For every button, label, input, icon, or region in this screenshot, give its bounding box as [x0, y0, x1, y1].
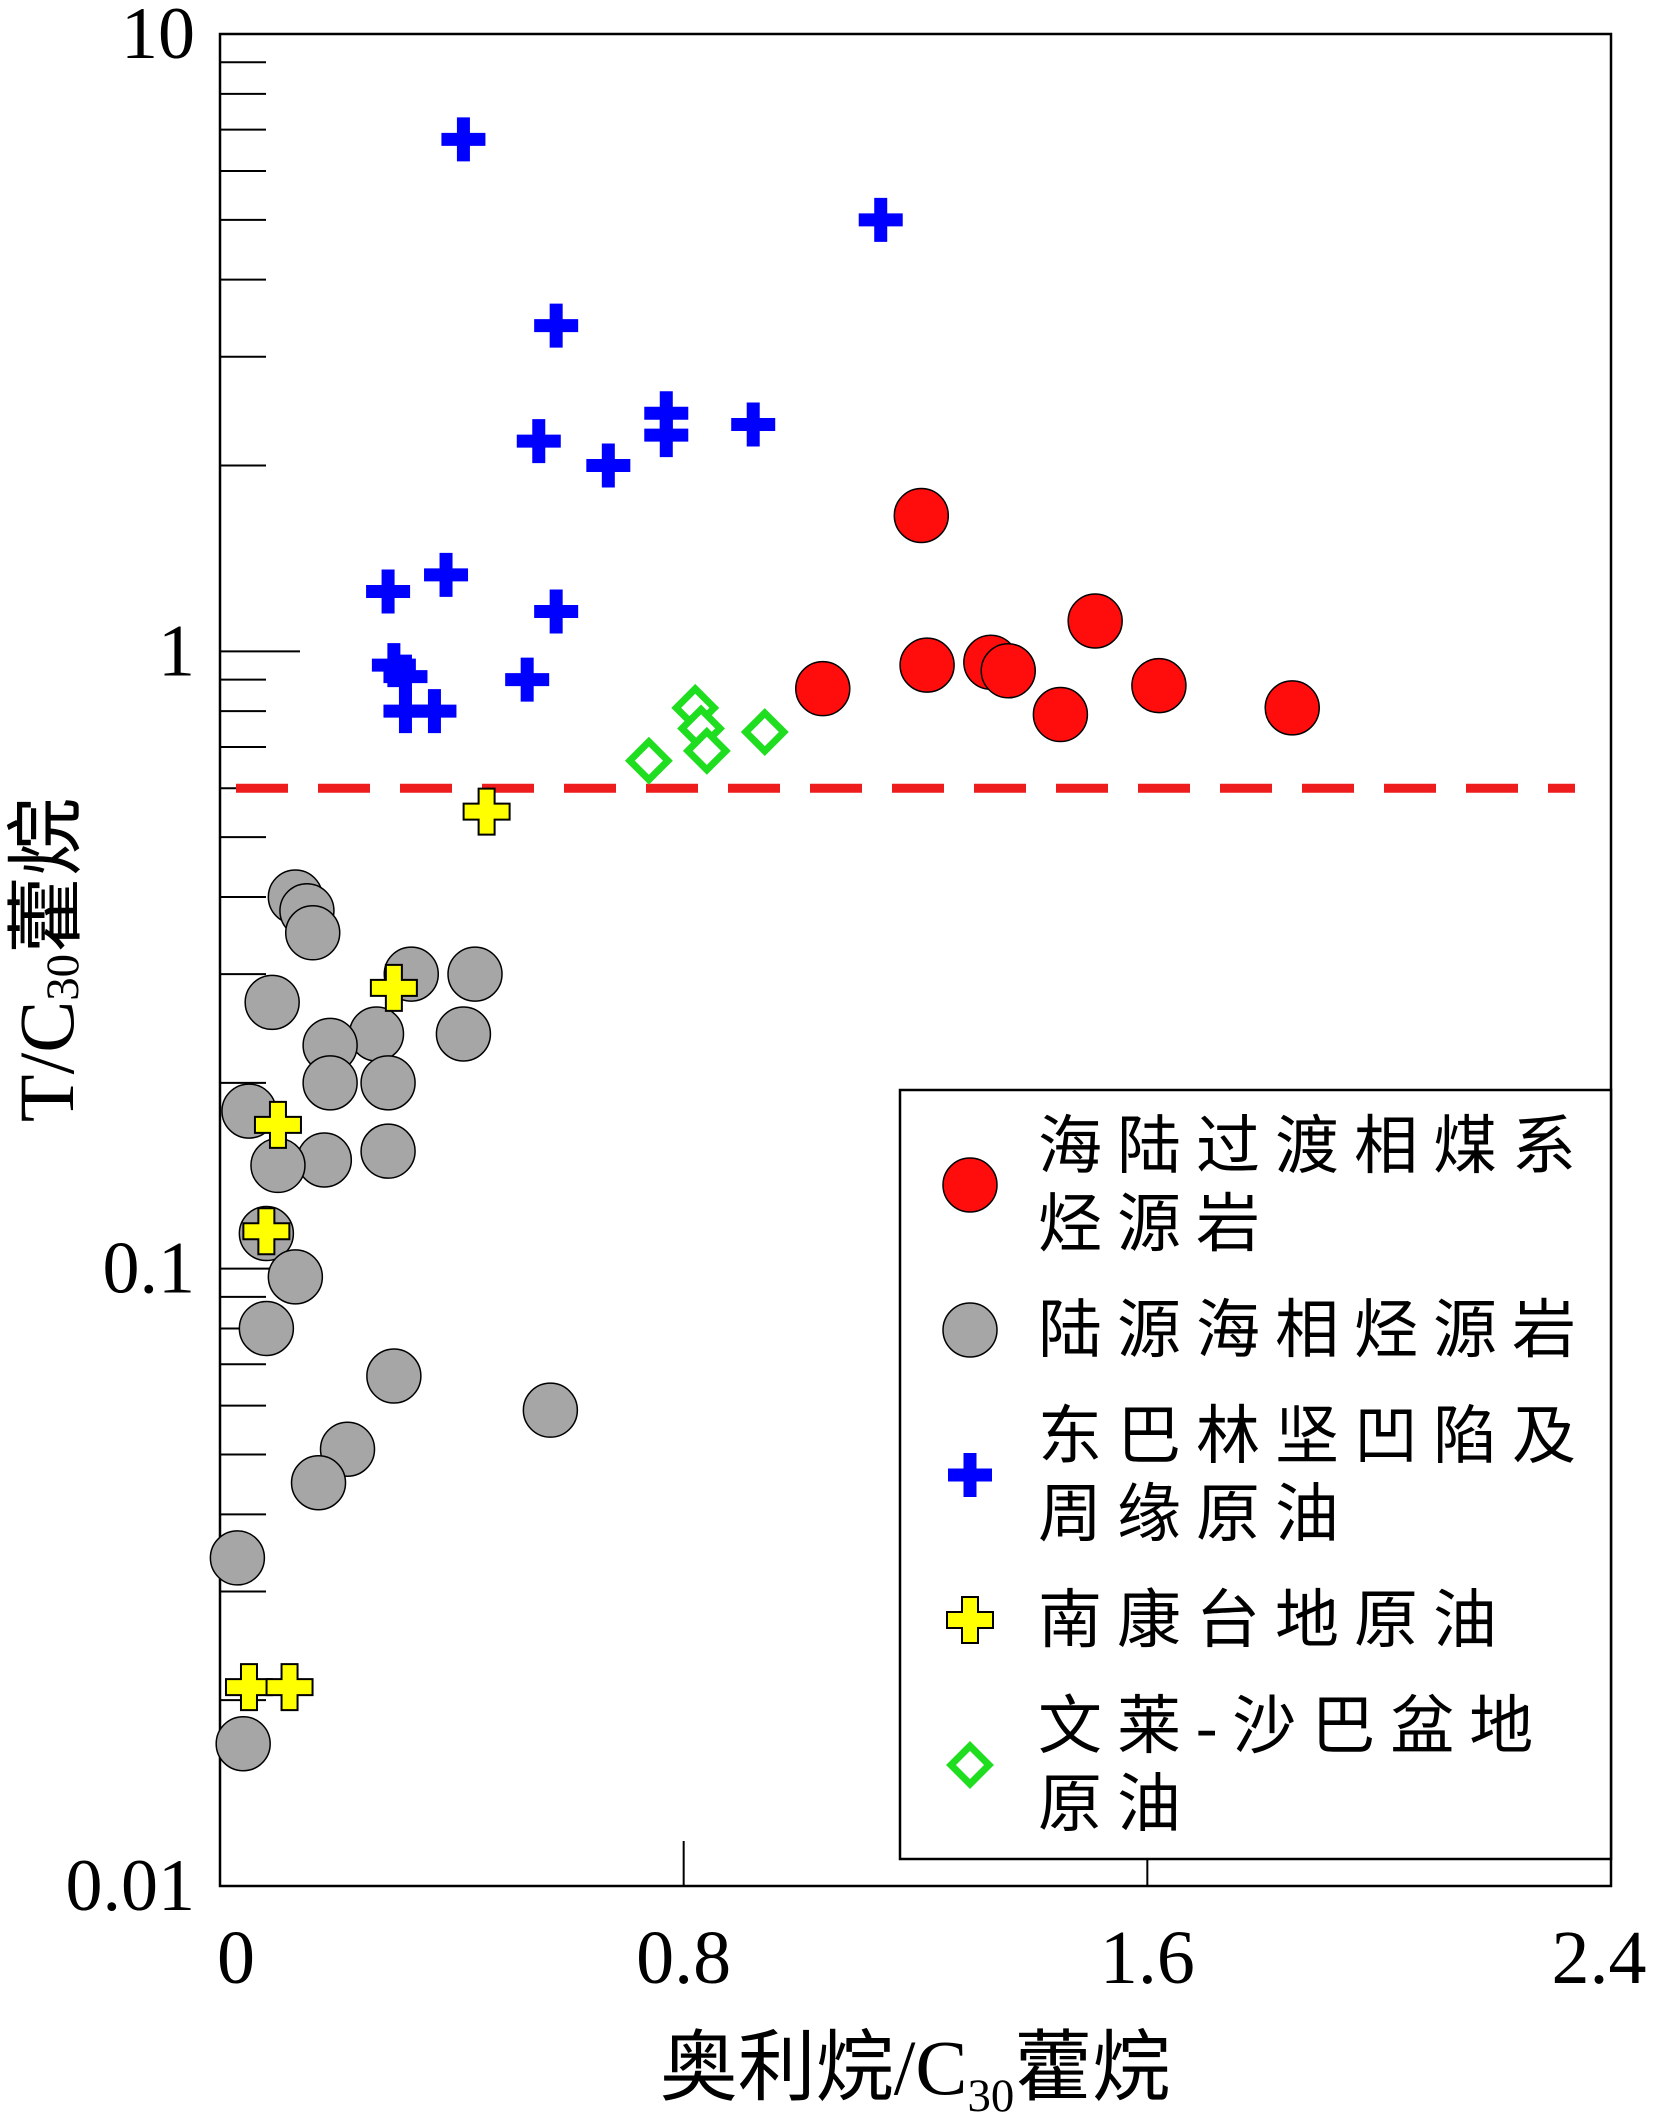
- series-2-point: [441, 117, 486, 162]
- x-tick-label: 1.6: [1100, 1916, 1195, 2000]
- legend-label: 海陆过渡相煤系烃源岩: [1038, 1111, 1591, 1260]
- series-4-point: [740, 708, 789, 757]
- y-tick-label: 0.01: [66, 1845, 196, 1927]
- series-1-point: [302, 1055, 358, 1111]
- series-2-point: [366, 569, 411, 614]
- legend-label: 文莱-沙巴盆地原油: [1038, 1691, 1548, 1840]
- series-0-point: [1131, 657, 1187, 714]
- y-tick-label: 10: [121, 0, 195, 75]
- series-1-point: [360, 1055, 416, 1111]
- x-tick-label: 0.8: [636, 1916, 731, 2000]
- legend-marker-series-0: [942, 1157, 998, 1213]
- x-tick-label: 2.4: [1552, 1916, 1647, 2000]
- series-1-point: [435, 1006, 492, 1062]
- y-tick-label: 1: [158, 610, 195, 692]
- series-1-point: [267, 1249, 324, 1305]
- legend-marker-series-4: [946, 1741, 994, 1789]
- series-0-point: [899, 637, 955, 693]
- series-1-point: [215, 1715, 271, 1772]
- series-1-point: [209, 1530, 266, 1586]
- series-0-point: [1032, 686, 1089, 743]
- legend-marker-series-2: [948, 1453, 992, 1497]
- legend-marker-series-3: [946, 1596, 994, 1644]
- series-2-point: [731, 402, 776, 447]
- legend-marker-series-1: [942, 1302, 998, 1358]
- series-0-point: [795, 660, 851, 717]
- series-1-point: [296, 1132, 353, 1188]
- data-points: [209, 117, 1575, 1772]
- series-3-point: [224, 1663, 273, 1712]
- series-3-point: [369, 963, 418, 1012]
- series-1-point: [284, 905, 341, 961]
- series-3-point: [253, 1100, 302, 1149]
- series-0-point: [980, 643, 1036, 699]
- axis-ticks: 0.01 0.1 1 10 0 0.8 1.6 2.4: [66, 0, 1647, 2000]
- series-2-point: [534, 589, 579, 634]
- x-axis-label: 奥利烷/C30藿烷: [660, 2024, 1171, 2120]
- series-1-point: [244, 974, 300, 1031]
- y-tick-label: 0.1: [103, 1228, 196, 1310]
- series-2-point: [534, 303, 579, 348]
- series-2-point: [383, 654, 428, 699]
- series-1-point: [348, 1006, 405, 1062]
- series-2-point: [586, 443, 631, 488]
- series-2-point: [383, 689, 428, 734]
- series-1-point: [366, 1348, 422, 1404]
- series-4-point: [682, 726, 731, 775]
- series-2-point: [371, 643, 416, 688]
- legend-box: [898, 1088, 1613, 1861]
- legend: 海陆过渡相煤系烃源岩陆源海相烃源岩东巴林坚凹陷及周缘原油南康台地原油文莱-沙巴盆…: [898, 1088, 1613, 1861]
- series-3-point: [242, 1207, 291, 1256]
- series-0-point: [1264, 680, 1320, 736]
- series-1-point: [447, 946, 503, 1002]
- legend-label: 东巴林坚凹陷及周缘原油: [1038, 1401, 1591, 1550]
- series-1-point: [522, 1382, 579, 1438]
- series-3-point: [462, 787, 511, 836]
- series-2-point: [505, 657, 550, 702]
- series-2-point: [412, 689, 457, 734]
- series-4-point: [624, 736, 673, 785]
- series-0-point: [1067, 593, 1123, 649]
- series-2-point: [644, 413, 689, 458]
- series-2-point: [516, 419, 561, 464]
- y-axis-label: T/C30藿烷: [3, 798, 90, 1122]
- legend-label: 陆源海相烃源岩: [1038, 1295, 1591, 1366]
- x-tick-label: 0: [217, 1916, 255, 2000]
- plot-frame: [218, 32, 1613, 1888]
- series-0-point: [893, 487, 950, 544]
- series-3-point: [265, 1663, 314, 1712]
- series-2-point: [424, 552, 469, 597]
- series-1-point: [290, 1455, 347, 1511]
- legend-label: 南康台地原油: [1038, 1585, 1512, 1656]
- series-2-point: [858, 197, 903, 242]
- series-1-point: [360, 1123, 416, 1179]
- series-1-point: [238, 1300, 295, 1357]
